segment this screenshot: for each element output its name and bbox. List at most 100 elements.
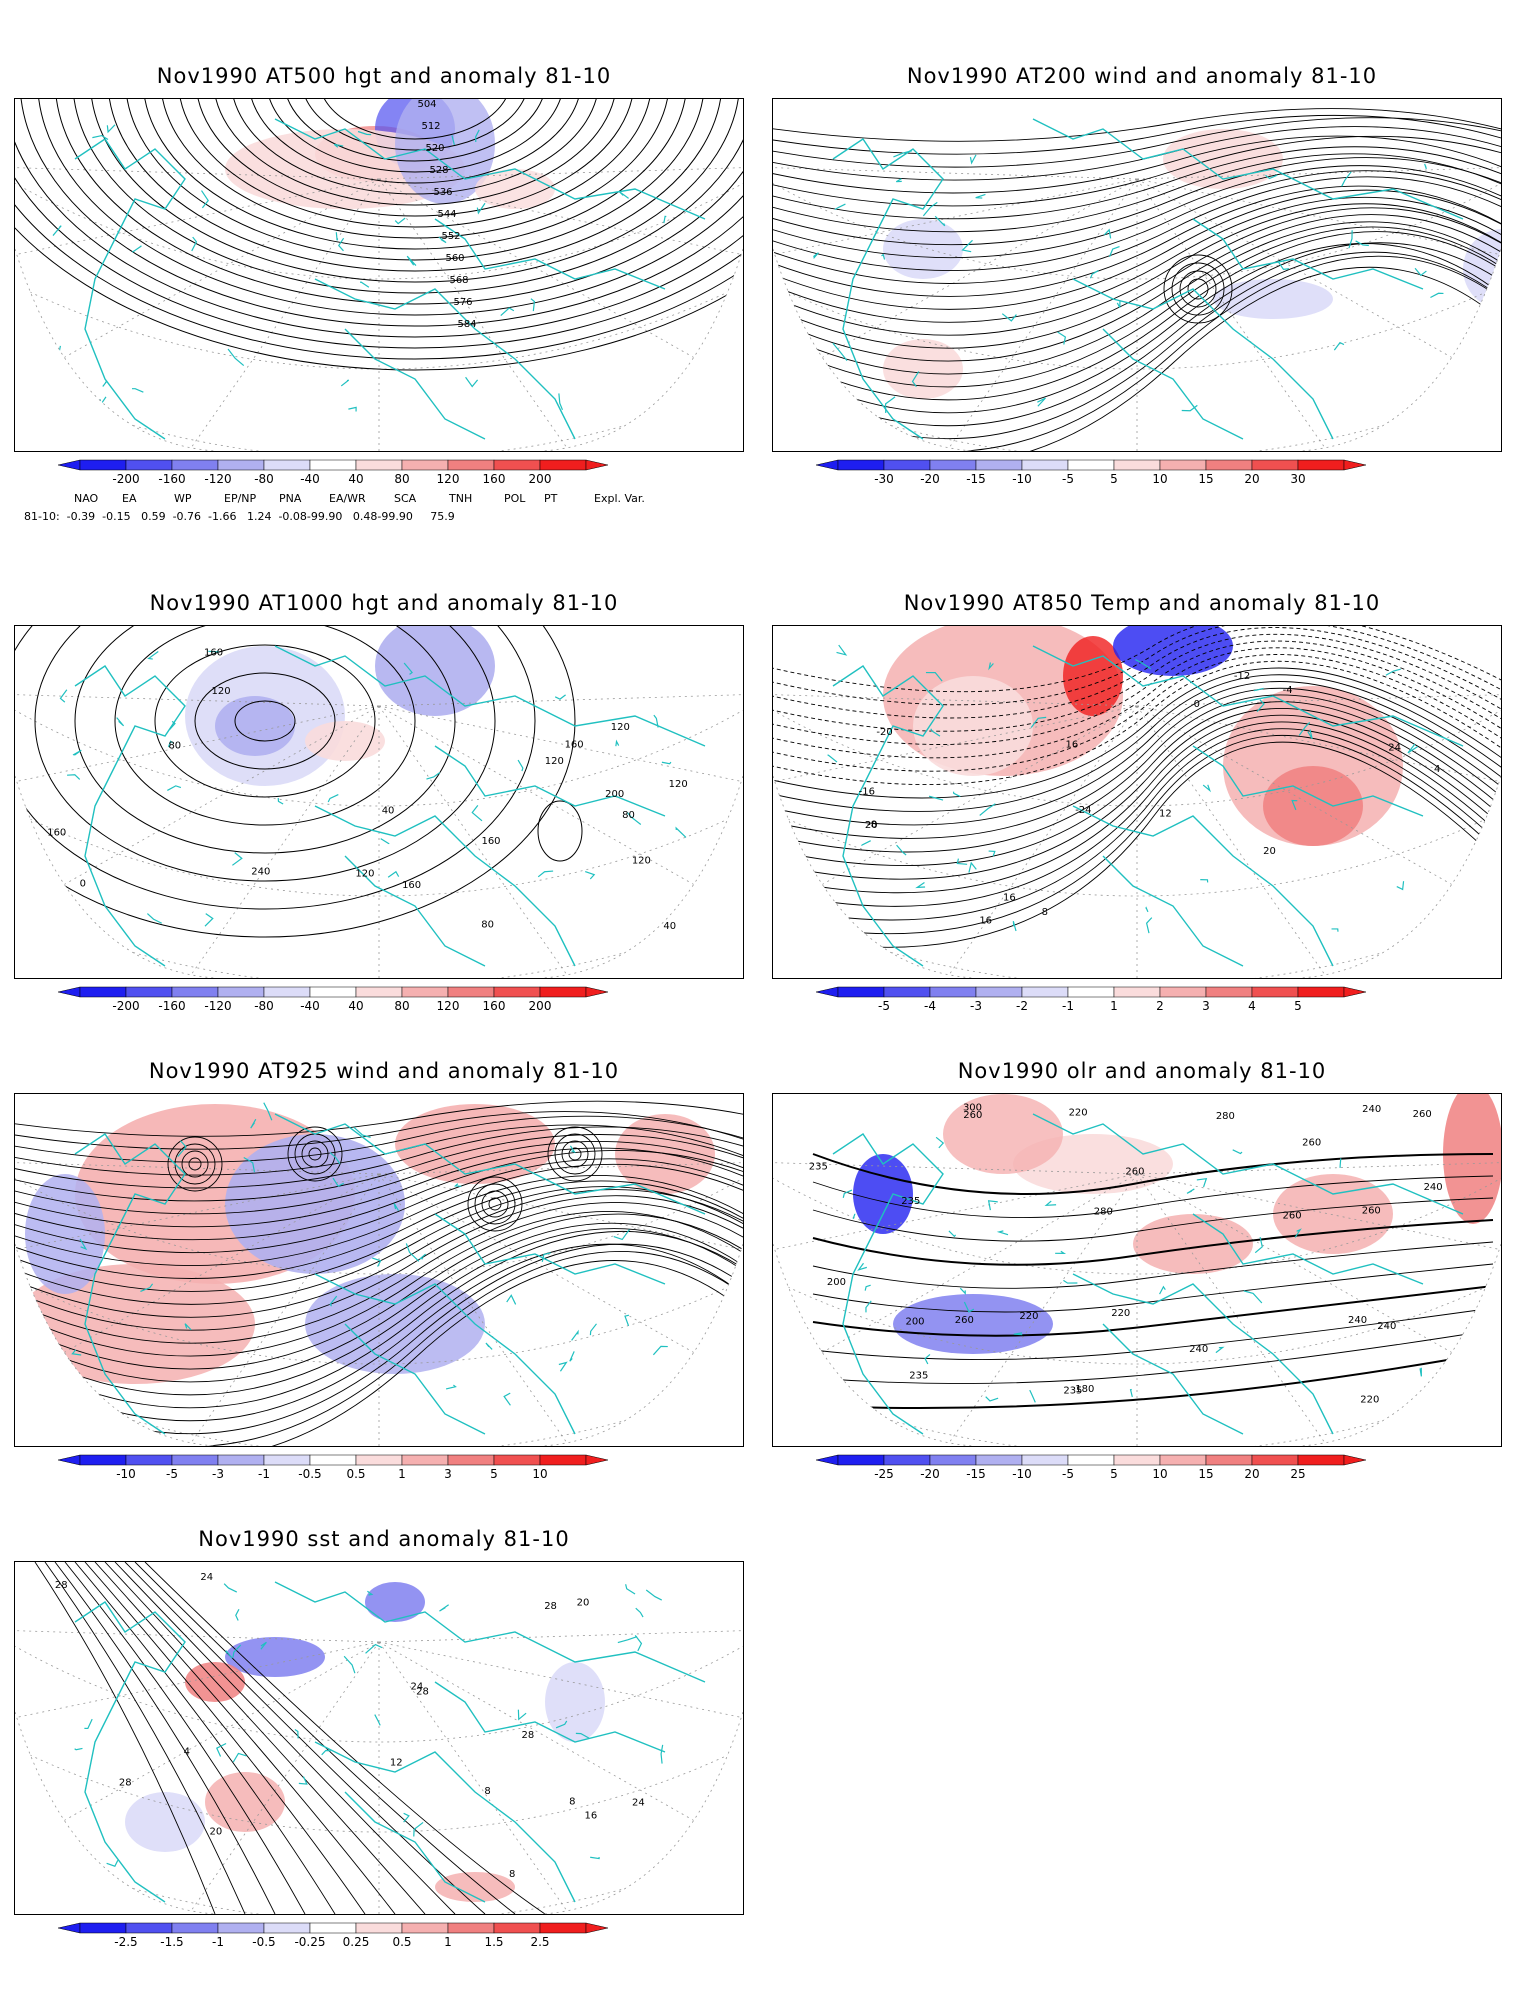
colorbar-label: 5 xyxy=(1294,999,1302,1013)
colorbar-label: 10 xyxy=(1152,1467,1167,1481)
height-contour xyxy=(15,626,576,938)
coastline xyxy=(74,665,186,967)
colorbar: -30 -20 -15 -10 -5 5 10 15 20 30 xyxy=(815,456,1466,486)
panel-title: Nov1990 AT200 wind and anomaly 81-10 xyxy=(906,64,1378,88)
colorbar-segment xyxy=(171,1454,219,1466)
colorbar-segment xyxy=(975,1454,1023,1466)
coastline xyxy=(1032,1113,1464,1215)
height-contour xyxy=(15,227,743,371)
projection-mask xyxy=(15,249,215,451)
border-line xyxy=(1414,267,1427,277)
contour-label: 260 xyxy=(955,1315,974,1326)
border-line xyxy=(191,236,198,252)
streamline xyxy=(773,135,1501,194)
circulation-loop xyxy=(488,1197,502,1211)
colorbar-segment xyxy=(975,459,1023,471)
streamline xyxy=(773,114,1501,155)
border-line xyxy=(243,1157,256,1173)
longitude-gridline xyxy=(188,705,380,978)
border-line xyxy=(215,1742,227,1757)
colorbar-arrow-low xyxy=(57,1454,81,1466)
colorbar-segment xyxy=(929,986,977,998)
olr-contour xyxy=(812,1197,1494,1242)
colorbar-segment xyxy=(447,1922,495,1934)
temperature-contour xyxy=(773,687,1501,839)
contour-label: -16 xyxy=(859,786,875,797)
colorbar-label: 120 xyxy=(437,472,460,486)
anomaly-shading xyxy=(1443,1094,1501,1224)
border-line xyxy=(67,774,81,780)
colorbar-segment xyxy=(263,986,311,998)
border-line xyxy=(332,1177,345,1188)
contour-label: 160 xyxy=(565,740,584,751)
border-line xyxy=(260,1641,267,1650)
border-line xyxy=(79,1238,88,1251)
colorbar-label: 0.5 xyxy=(346,1467,365,1481)
sst-contour xyxy=(124,1562,486,1914)
colorbar-label: -15 xyxy=(966,472,986,486)
streamline xyxy=(15,1195,743,1331)
border-line xyxy=(406,255,417,266)
border-line xyxy=(204,913,214,927)
height-contour xyxy=(194,672,336,770)
colorbar-label: 1 xyxy=(1110,999,1118,1013)
streamline xyxy=(15,1100,743,1137)
border-line xyxy=(365,1643,383,1654)
colorbar-label: 120 xyxy=(437,999,460,1013)
colorbar-label: -10 xyxy=(116,1467,136,1481)
border-line xyxy=(1243,1290,1263,1304)
sst-contour xyxy=(94,1562,396,1914)
streamline xyxy=(15,1231,743,1409)
circulation-loop xyxy=(188,1157,202,1171)
colorbar-label: 40 xyxy=(348,472,363,486)
tele-header-1: EA xyxy=(122,492,137,505)
contour-label: 280 xyxy=(1216,1111,1235,1122)
contour-label: 512 xyxy=(421,121,440,132)
border-line xyxy=(615,739,620,747)
projection-edge xyxy=(542,775,743,978)
contour-label: 4 xyxy=(184,1747,190,1758)
longitude-gridline xyxy=(188,1173,380,1446)
coastline xyxy=(1032,645,1464,747)
projection-mask xyxy=(15,1244,215,1446)
sst-contour xyxy=(84,1562,366,1914)
border-line xyxy=(485,1342,493,1350)
colorbar-label: -0.5 xyxy=(252,1935,275,1949)
border-line xyxy=(1339,1158,1342,1168)
streamline xyxy=(773,196,1501,323)
circulation-loop xyxy=(1179,270,1217,308)
contour-label: 0 xyxy=(80,878,86,889)
streamline xyxy=(773,251,1501,440)
contour-label: 120 xyxy=(632,856,651,867)
contour-label: 300 xyxy=(963,1103,982,1114)
border-line xyxy=(357,130,372,136)
colorbar-label: 10 xyxy=(1152,472,1167,486)
olr-contour xyxy=(812,1351,1494,1409)
colorbar-segment xyxy=(125,986,173,998)
border-line xyxy=(131,388,144,393)
streamline xyxy=(15,1126,743,1189)
border-line xyxy=(1030,716,1047,728)
border-line xyxy=(1145,917,1153,934)
sst-contour xyxy=(134,1562,516,1914)
colorbar-label: -1 xyxy=(212,1935,224,1949)
anomaly-shading xyxy=(1063,636,1123,716)
contour-label: 4 xyxy=(1434,764,1440,775)
temperature-contour xyxy=(773,654,1501,772)
streamline xyxy=(15,1175,743,1279)
projection-edge xyxy=(15,1711,216,1914)
temperature-contour xyxy=(773,626,1501,706)
coastline xyxy=(1072,805,1334,967)
coastline xyxy=(434,1213,666,1285)
circulation-loop xyxy=(554,1133,596,1175)
border-line xyxy=(952,791,961,798)
projection-edge xyxy=(15,1243,216,1446)
border-line xyxy=(832,342,848,361)
temperature-contour xyxy=(773,735,1501,935)
colorbar-label: 0.25 xyxy=(343,1935,370,1949)
streamline xyxy=(15,1163,743,1267)
colorbar-label: -5 xyxy=(1062,472,1074,486)
colorbar-segment xyxy=(1251,1454,1299,1466)
height-contour xyxy=(74,626,456,854)
contour-label: 12 xyxy=(1159,809,1172,820)
